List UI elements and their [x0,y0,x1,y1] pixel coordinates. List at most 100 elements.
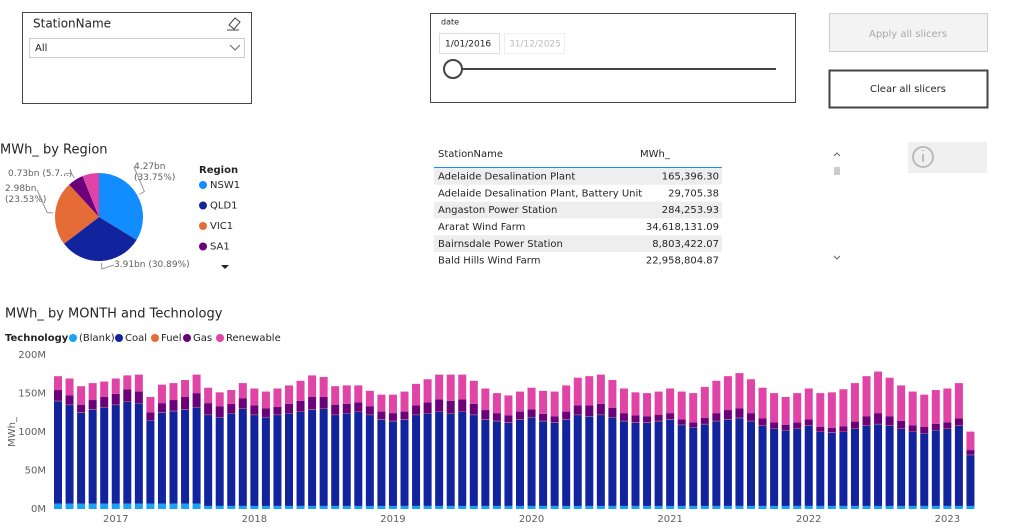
bar-segment [273,415,282,506]
bar-segment [285,505,293,509]
bar-segment [446,400,455,414]
bar-segment [816,426,825,432]
bar-segment [816,505,825,509]
bar-segment [943,428,952,506]
date-input[interactable] [439,33,500,54]
bar-segment [157,412,166,504]
bar-segment [712,413,721,421]
x-tick-label: 2022 [796,514,821,525]
bar-segment [134,374,143,392]
bar-segment [123,503,132,509]
bar-segment [897,385,906,421]
bar-segment [850,428,859,506]
legend-label: Renewable [226,333,281,344]
bar-segment [319,505,328,509]
clear-button[interactable] [828,69,989,109]
bar-segment [677,419,686,425]
slider-handle[interactable] [443,59,463,79]
bar-segment [204,387,213,404]
bar-segment [481,388,490,411]
bar-segment [539,421,548,506]
bar-segment [712,505,721,509]
bar-segment [458,505,467,509]
bar-segment [677,505,686,509]
legend-label: SA1 [210,242,230,253]
bar-segment [908,425,917,432]
scrollbar[interactable] [834,150,840,265]
bar-segment [331,415,340,506]
bar-segment [365,390,374,407]
bar-segment [123,375,132,390]
legend-scroll[interactable] [221,265,229,269]
x-tick-label: 2018 [242,514,267,525]
bar-segment [585,376,594,406]
bar-segment [354,385,363,403]
bar-segment [400,391,409,412]
bar-segment [88,383,97,401]
bar-segment [770,422,779,429]
bar-segment [897,505,906,509]
apply-button[interactable] [829,13,988,52]
bar-segment [608,380,617,408]
bar-segment [157,503,166,509]
bar-segment [781,430,790,506]
bar-segment [192,374,201,394]
date-input[interactable] [504,33,565,54]
bar-segment [550,391,559,417]
bar-segment [966,450,975,455]
bar-segment [862,416,871,426]
bar-segment [677,425,686,506]
bar-segment [285,385,293,404]
bar-segment [608,407,617,417]
bar-segment [250,505,259,509]
bar-segment [839,426,848,432]
bar-segment [285,413,293,506]
data-label: 2.98bn (23.53%) [5,184,47,205]
data-label: 3.91bn (30.89%) [114,260,190,270]
bar-segment [874,413,883,424]
bar-segment [516,419,524,506]
bar-segment [469,380,478,404]
button-label: Clear all slicers [870,84,946,95]
bar-segment [747,379,755,414]
bar-segment [354,505,363,509]
bar-segment [735,373,744,409]
bar-segment [400,411,409,420]
data-label: 4.27bn (33.75%) [134,162,176,183]
bar-segment [666,388,675,414]
bar-segment [296,400,305,412]
bar-segment [77,404,86,413]
bar-segment [666,413,675,420]
bar-segment [839,432,848,506]
bar-segment [238,398,247,409]
bar-segment [539,413,548,421]
bar-segment [250,415,259,506]
bar-segment [308,409,317,506]
bar-segment [388,413,397,421]
bar-segment [723,376,732,411]
bar-segment [931,430,940,506]
cell: Bald Hills Wind Farm [438,256,541,267]
eraser-icon[interactable] [227,17,241,31]
bar-segment [54,503,62,509]
dropdown[interactable] [29,38,245,58]
chart-title: MWh_ by Region [0,143,108,158]
bar-segment [677,391,686,420]
bar-segment [631,415,640,423]
bar-segment [885,505,894,509]
bar-segment [862,425,871,506]
legend-marker [183,334,191,342]
bar-segment [250,405,259,415]
bar-segment [619,505,628,509]
data-label-box: 4.27bn (33.75%) [134,162,176,183]
bar-segment [215,417,224,506]
bar-segment [631,505,640,509]
legend-label: VIC1 [210,221,233,232]
bar-segment [492,413,501,421]
bar-segment [931,390,940,424]
scroll-thumb[interactable] [834,167,840,175]
bar-segment [123,401,132,504]
bar-segment [238,408,247,506]
bar-segment [758,425,767,506]
bar-segment [804,425,813,506]
